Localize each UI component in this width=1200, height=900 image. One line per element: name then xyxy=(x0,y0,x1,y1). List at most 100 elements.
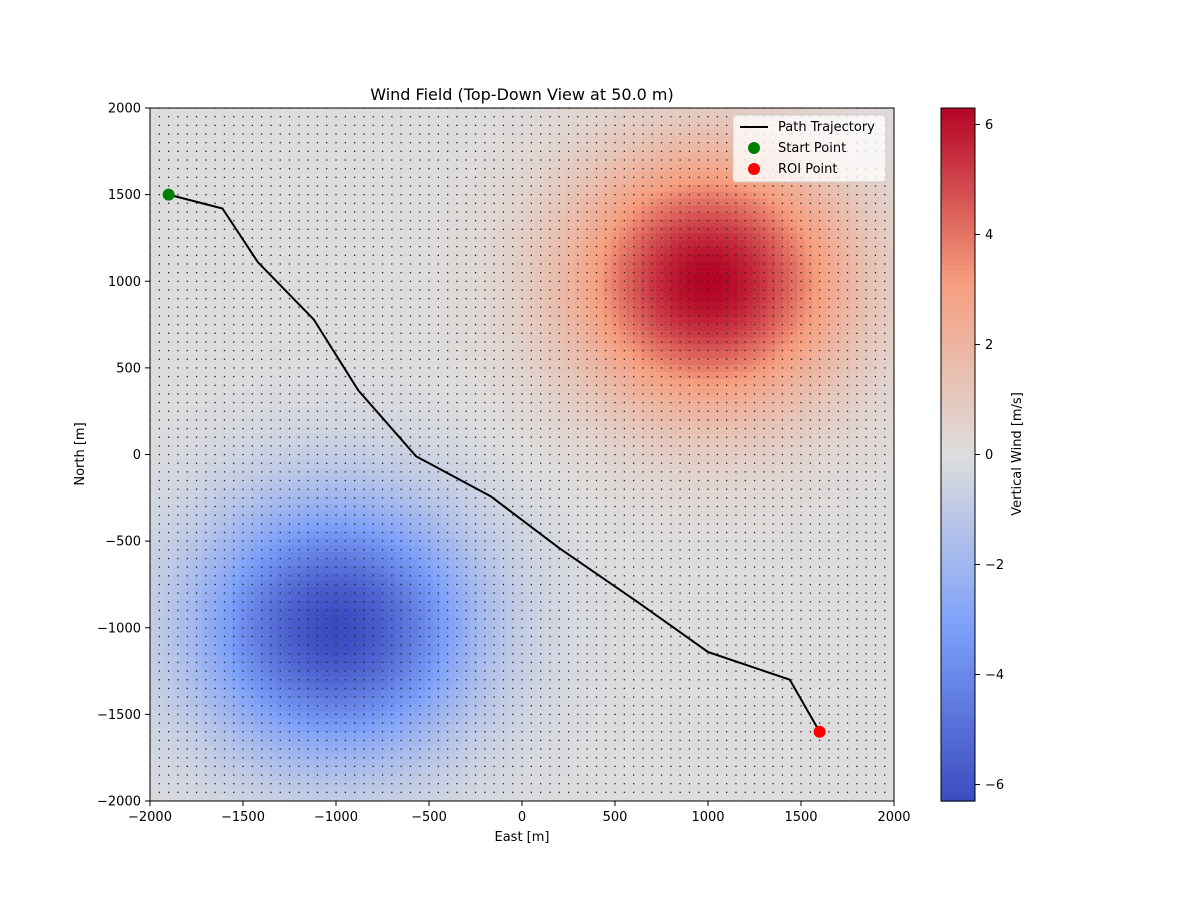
heatmap-cell xyxy=(283,170,292,178)
heatmap-cell xyxy=(283,357,292,366)
heatmap-cell xyxy=(291,412,300,421)
heatmap-cell xyxy=(477,572,486,580)
heatmap-cell xyxy=(179,676,188,684)
heatmap-cell xyxy=(514,218,523,227)
heatmap-cell xyxy=(492,794,501,801)
heatmap-cell xyxy=(447,523,456,532)
heatmap-cell xyxy=(291,544,300,553)
heatmap-cell xyxy=(432,329,441,338)
heatmap-cell xyxy=(425,440,434,449)
heatmap-cell xyxy=(298,690,307,698)
heatmap-cell xyxy=(395,447,404,456)
heatmap-cell xyxy=(358,676,367,684)
heatmap-cell xyxy=(447,738,456,747)
heatmap-cell xyxy=(254,142,263,151)
heatmap-cell xyxy=(306,641,315,650)
heatmap-cell xyxy=(157,509,166,518)
heatmap-cell xyxy=(239,454,248,463)
heatmap-cell xyxy=(336,385,345,393)
heatmap-cell xyxy=(179,787,188,795)
heatmap-cell xyxy=(150,773,159,781)
heatmap-cell xyxy=(388,703,397,712)
heatmap-cell xyxy=(187,683,196,691)
heatmap-cell xyxy=(492,295,501,303)
heatmap-cell xyxy=(432,787,441,795)
heatmap-cell xyxy=(276,634,285,643)
heatmap-cell xyxy=(417,662,426,670)
heatmap-cell xyxy=(157,724,166,733)
heatmap-cell xyxy=(283,600,292,608)
heatmap-cell xyxy=(492,239,501,248)
heatmap-cell xyxy=(150,523,159,532)
heatmap-cell xyxy=(373,329,382,338)
heatmap-cell xyxy=(350,281,359,289)
heatmap-cell xyxy=(283,710,292,719)
heatmap-cell xyxy=(254,170,263,178)
heatmap-cell xyxy=(216,308,225,317)
heatmap-cell xyxy=(343,773,352,781)
heatmap-cell xyxy=(514,461,523,469)
heatmap-cell xyxy=(194,703,203,712)
heatmap-cell xyxy=(202,357,211,366)
heatmap-cell xyxy=(514,426,523,435)
heatmap-cell xyxy=(455,198,464,206)
heatmap-cell xyxy=(455,274,464,282)
heatmap-cell xyxy=(246,364,255,372)
heatmap-cell xyxy=(172,288,181,296)
heatmap-cell xyxy=(484,731,493,740)
heatmap-cell xyxy=(224,350,233,359)
heatmap-cell xyxy=(365,170,374,178)
heatmap-cell xyxy=(298,593,307,601)
heatmap-cell xyxy=(395,586,404,594)
heatmap-cell xyxy=(336,627,345,636)
heatmap-cell xyxy=(365,128,374,137)
heatmap-cell xyxy=(179,198,188,206)
heatmap-cell xyxy=(306,773,315,781)
heatmap-cell xyxy=(373,128,382,137)
heatmap-cell xyxy=(328,600,337,608)
heatmap-cell xyxy=(484,392,493,400)
heatmap-cell xyxy=(172,766,181,774)
heatmap-cell xyxy=(395,274,404,282)
heatmap-cell xyxy=(336,198,345,206)
heatmap-cell xyxy=(455,766,464,774)
heatmap-cell xyxy=(447,766,456,774)
heatmap-cell xyxy=(492,461,501,469)
heatmap-cell xyxy=(455,191,464,199)
heatmap-cell xyxy=(373,717,382,726)
heatmap-cell xyxy=(254,288,263,296)
heatmap-cell xyxy=(402,239,411,248)
heatmap-cell xyxy=(492,475,501,483)
heatmap-cell xyxy=(447,156,456,165)
heatmap-cell xyxy=(507,329,516,338)
heatmap-cell xyxy=(291,710,300,719)
heatmap-cell xyxy=(216,676,225,684)
heatmap-cell xyxy=(365,606,374,615)
heatmap-cell xyxy=(492,731,501,740)
heatmap-cell xyxy=(425,523,434,532)
heatmap-cell xyxy=(194,586,203,594)
heatmap-cell xyxy=(350,461,359,469)
heatmap-cell xyxy=(157,738,166,747)
heatmap-cell xyxy=(455,447,464,456)
heatmap-cell xyxy=(328,787,337,795)
heatmap-cell xyxy=(239,766,248,774)
heatmap-cell xyxy=(239,385,248,393)
heatmap-cell xyxy=(336,496,345,504)
heatmap-cell xyxy=(269,523,278,532)
heatmap-cell xyxy=(254,302,263,310)
heatmap-cell xyxy=(350,489,359,497)
heatmap-cell xyxy=(410,509,419,518)
heatmap-cell xyxy=(514,717,523,726)
heatmap-cell xyxy=(246,433,255,442)
heatmap-cell xyxy=(410,447,419,456)
heatmap-cell xyxy=(254,232,263,241)
heatmap-cell xyxy=(150,697,159,705)
heatmap-cell xyxy=(432,717,441,726)
heatmap-cell xyxy=(388,738,397,747)
heatmap-cell xyxy=(239,378,248,386)
heatmap-cell xyxy=(328,184,337,192)
heatmap-cell xyxy=(492,641,501,650)
heatmap-cell xyxy=(380,752,389,761)
heatmap-cell xyxy=(507,544,516,553)
